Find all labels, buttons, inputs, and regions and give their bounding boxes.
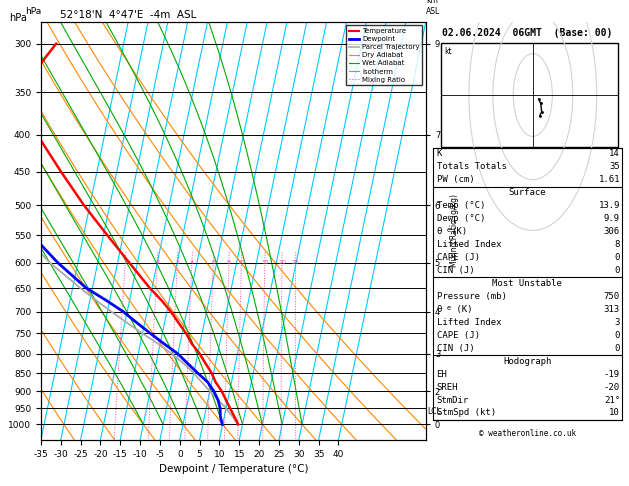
Text: 9.9: 9.9: [604, 214, 620, 223]
Text: kt: kt: [445, 47, 452, 56]
Text: θ: θ: [437, 305, 442, 314]
Text: 1.61: 1.61: [598, 175, 620, 184]
Text: StmDir: StmDir: [437, 396, 469, 404]
Text: Temp (°C): Temp (°C): [437, 201, 485, 210]
Text: 3: 3: [175, 260, 179, 265]
Text: 13.9: 13.9: [598, 201, 620, 210]
Text: CIN (J): CIN (J): [437, 266, 474, 275]
Text: Dewp (°C): Dewp (°C): [437, 214, 485, 223]
Text: e: e: [447, 305, 451, 311]
Text: 52°18'N  4°47'E  -4m  ASL: 52°18'N 4°47'E -4m ASL: [60, 10, 196, 20]
Text: 0: 0: [615, 266, 620, 275]
Y-axis label: hPa: hPa: [9, 13, 26, 23]
Text: 15: 15: [261, 260, 269, 265]
Text: EH: EH: [437, 370, 447, 379]
Text: 8: 8: [227, 260, 231, 265]
Text: 10: 10: [610, 409, 620, 417]
Text: K: K: [437, 149, 442, 158]
Legend: Temperature, Dewpoint, Parcel Trajectory, Dry Adiabat, Wet Adiabat, Isotherm, Mi: Temperature, Dewpoint, Parcel Trajectory…: [346, 25, 422, 86]
Text: (K): (K): [452, 305, 473, 314]
Text: 306: 306: [604, 227, 620, 236]
Text: hPa: hPa: [26, 7, 42, 16]
Text: StmSpd (kt): StmSpd (kt): [437, 409, 496, 417]
Text: 2: 2: [155, 260, 159, 265]
Text: Totals Totals: Totals Totals: [437, 162, 506, 171]
Text: CIN (J): CIN (J): [437, 344, 474, 353]
Text: CAPE (J): CAPE (J): [437, 331, 479, 340]
Text: 0: 0: [615, 253, 620, 262]
Text: 6: 6: [211, 260, 215, 265]
Text: 02.06.2024  06GMT  (Base: 00): 02.06.2024 06GMT (Base: 00): [442, 28, 613, 38]
Text: 25: 25: [292, 260, 299, 265]
Text: Lifted Index: Lifted Index: [437, 318, 501, 327]
Text: Most Unstable: Most Unstable: [493, 279, 562, 288]
Text: Surface: Surface: [508, 188, 546, 197]
Text: 750: 750: [604, 292, 620, 301]
Text: e: e: [447, 227, 451, 233]
Text: Lifted Index: Lifted Index: [437, 240, 501, 249]
Text: Hodograph: Hodograph: [503, 357, 552, 365]
Text: 313: 313: [604, 305, 620, 314]
Text: Pressure (mb): Pressure (mb): [437, 292, 506, 301]
Text: © weatheronline.co.uk: © weatheronline.co.uk: [479, 429, 576, 438]
Text: 20: 20: [278, 260, 286, 265]
Text: PW (cm): PW (cm): [437, 175, 474, 184]
Text: SREH: SREH: [437, 382, 458, 392]
Text: 0: 0: [615, 331, 620, 340]
Text: 0: 0: [615, 344, 620, 353]
Text: 3: 3: [615, 318, 620, 327]
X-axis label: Dewpoint / Temperature (°C): Dewpoint / Temperature (°C): [159, 464, 308, 474]
Text: -19: -19: [604, 370, 620, 379]
Text: 14: 14: [610, 149, 620, 158]
Text: 35: 35: [610, 162, 620, 171]
Text: 10: 10: [238, 260, 245, 265]
Text: (K): (K): [452, 227, 467, 236]
Text: θ: θ: [437, 227, 442, 236]
Text: 8: 8: [615, 240, 620, 249]
Text: 21°: 21°: [604, 396, 620, 404]
Text: Mixing Ratio (g/kg): Mixing Ratio (g/kg): [450, 194, 459, 267]
Text: CAPE (J): CAPE (J): [437, 253, 479, 262]
Text: -20: -20: [604, 382, 620, 392]
Text: 1: 1: [123, 260, 127, 265]
Text: 4: 4: [190, 260, 194, 265]
Text: LCL: LCL: [428, 407, 442, 416]
Text: km
ASL: km ASL: [426, 0, 440, 16]
